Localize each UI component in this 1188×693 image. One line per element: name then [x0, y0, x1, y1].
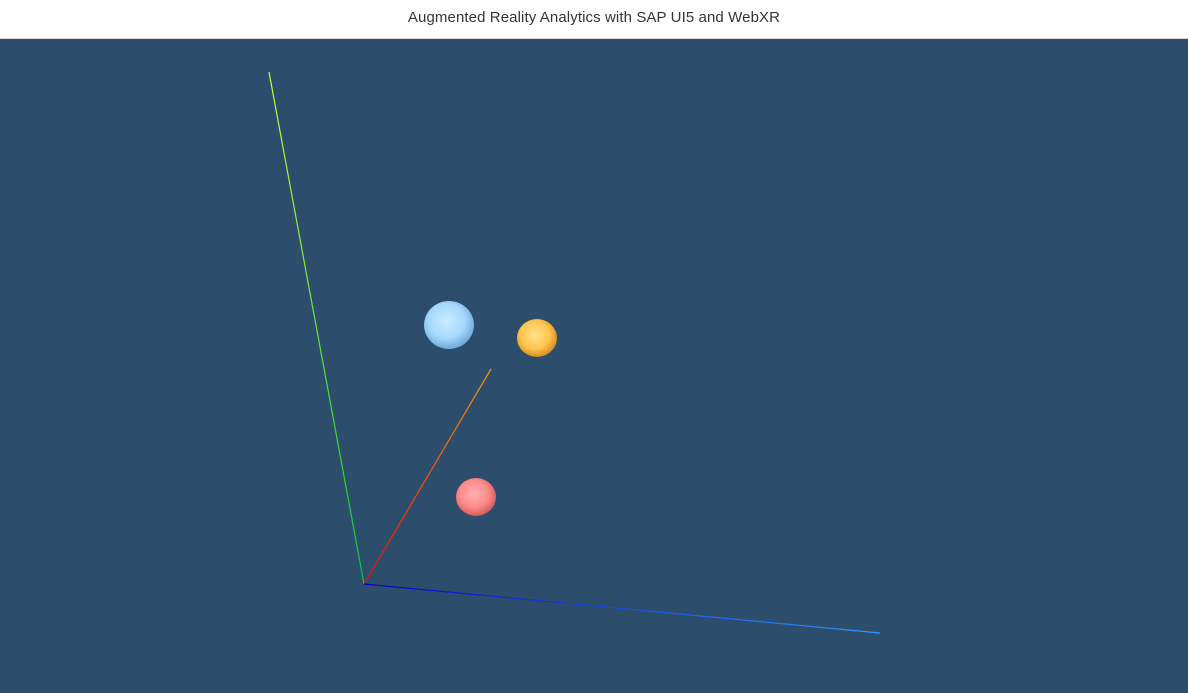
scene-canvas[interactable] [0, 40, 1188, 693]
data-point-red-sphere[interactable] [456, 478, 496, 516]
x-axis-line [363, 368, 492, 585]
shell-header: Augmented Reality Analytics with SAP UI5… [0, 0, 1188, 39]
webxr-viewport[interactable] [0, 40, 1188, 693]
data-point-blue-sphere[interactable] [424, 301, 474, 349]
data-point-orange-sphere[interactable] [517, 319, 557, 357]
y-axis-line [268, 71, 365, 585]
z-axis-line [363, 583, 881, 634]
page-title: Augmented Reality Analytics with SAP UI5… [407, 8, 781, 26]
